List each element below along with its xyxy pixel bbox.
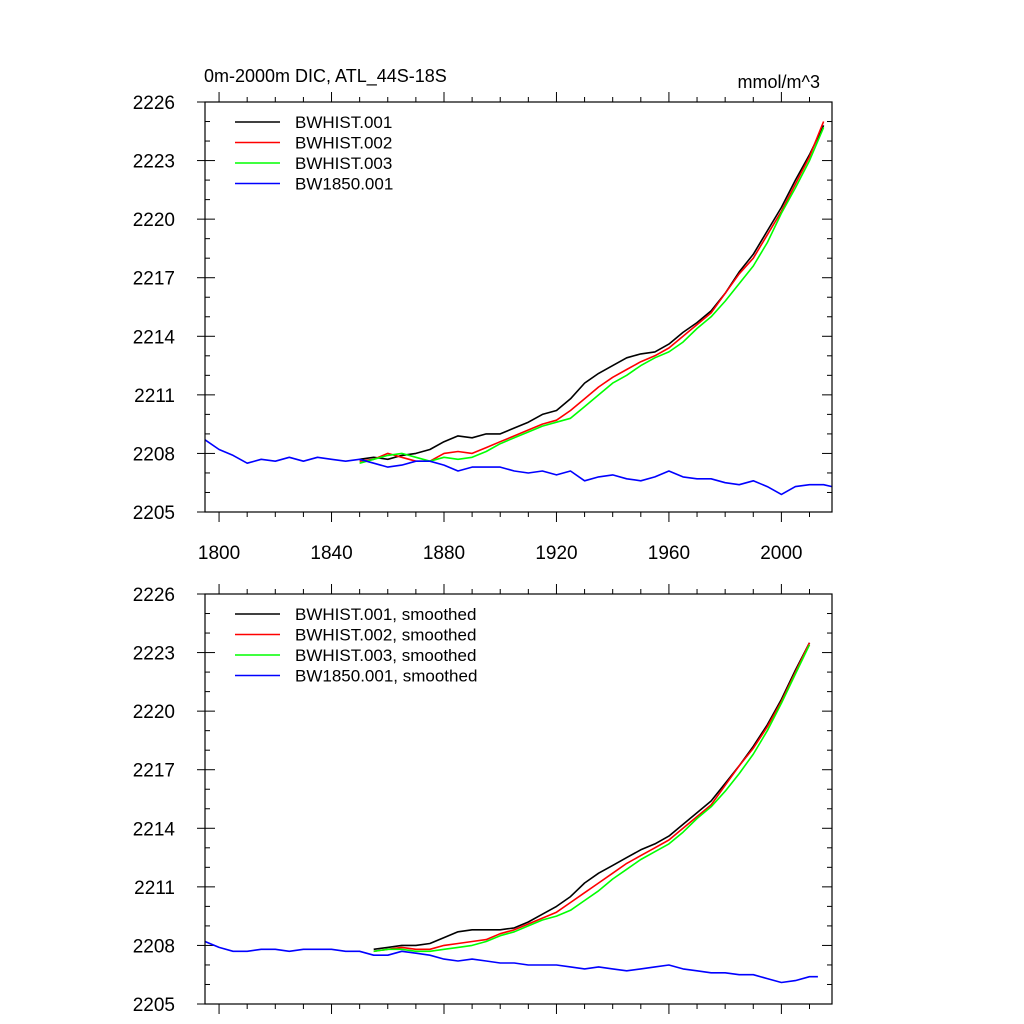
legend: BWHIST.001, smoothed BWHIST.002, smoothed… xyxy=(235,605,477,686)
legend-label: BWHIST.001 xyxy=(295,113,392,132)
x-tick-label: 2000 xyxy=(760,543,802,564)
x-tick-label: 1840 xyxy=(310,543,352,564)
legend-label: BWHIST.003, smoothed xyxy=(295,646,476,665)
plot-frame xyxy=(204,593,833,1005)
chart-title: 0m-2000m DIC, ATL_44S-18S xyxy=(204,66,447,87)
units-label: mmol/m^3 xyxy=(738,72,820,92)
legend-label: BW1850.001, smoothed xyxy=(295,667,477,686)
series-line-bwhist-002-smoothed xyxy=(373,642,811,953)
plot-frame xyxy=(204,101,833,513)
legend-label: BWHIST.001, smoothed xyxy=(295,605,476,624)
y-tick-label: 2205 xyxy=(133,995,175,1016)
axes-layer: 2205 2208 2211 2214 2217 2220 2223 2226 1800 1840… xyxy=(133,92,832,564)
y-tick-label: 2208 xyxy=(133,444,175,465)
y-tick-label: 2220 xyxy=(133,210,175,231)
y-tick-label: 2214 xyxy=(133,327,176,348)
chart-panel-smoothed: 2205 2208 2211 2214 2217 2220 2223 2226 BWHIST.… xyxy=(133,584,833,1016)
legend-label: BWHIST.002 xyxy=(295,134,392,153)
series-layer xyxy=(204,121,833,496)
y-tick-label: 2220 xyxy=(133,702,175,723)
y-tick-label: 2205 xyxy=(133,503,175,524)
y-tick-label: 2208 xyxy=(133,936,175,957)
series-layer xyxy=(204,642,818,984)
y-tick-label: 2223 xyxy=(133,152,175,173)
x-tick-label: 1800 xyxy=(198,543,240,564)
legend-label: BW1850.001 xyxy=(295,175,393,194)
y-tick-label: 2217 xyxy=(133,761,175,782)
series-line-bwhist-003 xyxy=(359,127,825,464)
axes-layer: 2205 2208 2211 2214 2217 2220 2223 2226 xyxy=(133,584,832,1016)
y-tick-label: 2223 xyxy=(133,644,175,665)
legend-label: BWHIST.003 xyxy=(295,154,392,173)
x-tick-label: 1880 xyxy=(423,543,465,564)
series-line-bw1850-001-smoothed xyxy=(204,940,818,984)
x-tick-label: 1920 xyxy=(535,543,577,564)
y-tick-label: 2211 xyxy=(134,386,175,407)
series-line-bwhist-003-smoothed xyxy=(373,644,811,953)
chart-panel-raw: 0m-2000m DIC, ATL_44S-18S mmol/m^3 22052… xyxy=(133,66,833,564)
y-tick-label: 2214 xyxy=(133,819,176,840)
x-tick-label: 1960 xyxy=(648,543,690,564)
series-line-bwhist-002 xyxy=(359,121,825,462)
y-tick-label: 2211 xyxy=(134,878,175,899)
y-tick-label: 2226 xyxy=(133,585,175,606)
series-line-bwhist-001 xyxy=(359,125,825,461)
y-tick-label: 2217 xyxy=(133,269,175,290)
series-line-bw1850-001 xyxy=(204,439,833,496)
y-tick-label: 2226 xyxy=(133,93,175,114)
legend-label: BWHIST.002, smoothed xyxy=(295,626,476,645)
